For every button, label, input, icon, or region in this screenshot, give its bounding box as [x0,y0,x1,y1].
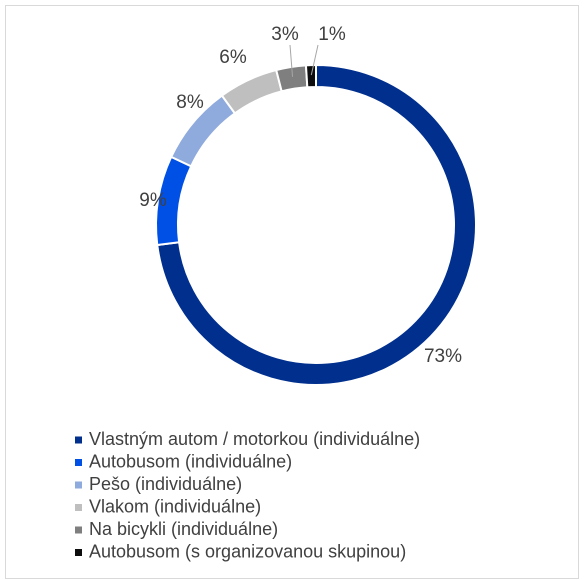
data-label: 3% [271,24,299,45]
legend-label: Autobusom (individuálne) [89,451,292,471]
donut-segment [304,63,317,89]
data-label: 8% [176,92,204,113]
legend-label: Vlastným autom / motorkou (individuálne) [89,429,420,449]
data-label: 9% [139,190,167,211]
leader-line [289,44,294,77]
legend-label: Vlakom (individuálne) [89,496,261,516]
data-label: 1% [318,24,346,45]
donut-segment [156,63,477,386]
data-label: 6% [219,47,247,68]
leader-line [310,44,319,76]
legend-label: Autobusom (s organizovanou skupinou) [89,541,406,561]
legend-swatch [75,459,82,466]
legend-swatch [75,504,82,511]
legend-swatch [75,436,82,444]
legend-label: Na bicykli (individuálne) [89,519,278,539]
legend-swatch [75,526,82,534]
legend-label: Pešo (individuálne) [89,474,242,494]
legend-swatch [75,549,82,556]
data-label: 73% [424,346,462,367]
chart-frame [5,5,579,579]
legend-swatch [75,481,82,489]
